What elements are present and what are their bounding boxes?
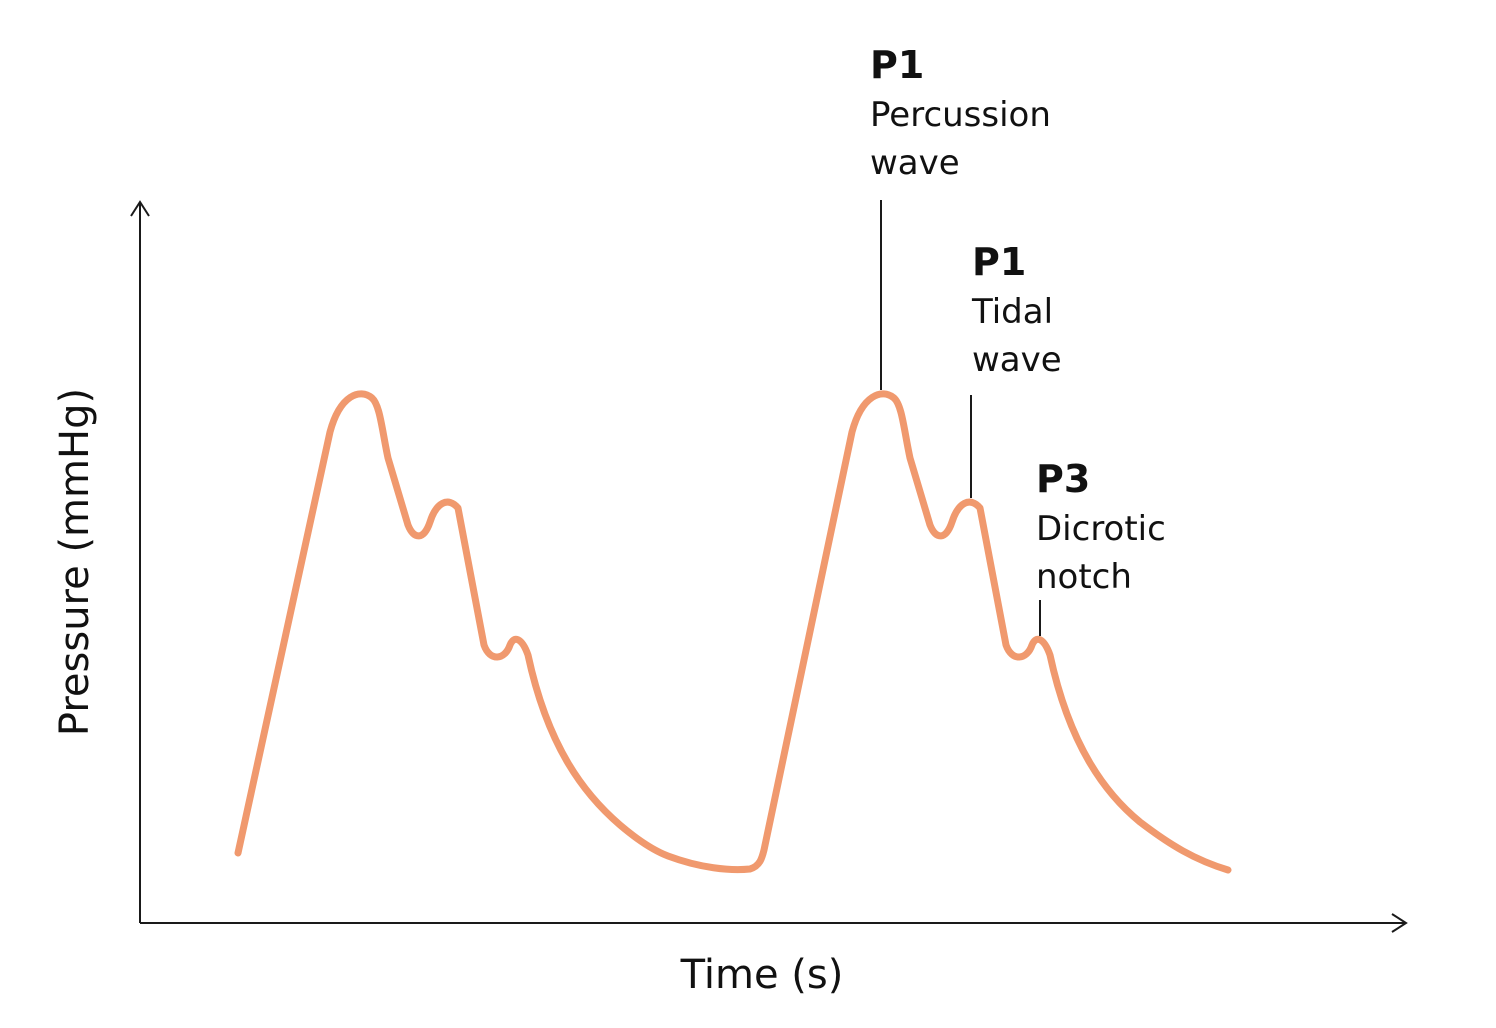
y-axis-arrowhead <box>130 200 150 217</box>
annotation-tidal-wave: P1 Tidal wave <box>970 240 1062 498</box>
annotation-title-tidal: P1 <box>972 240 1026 284</box>
annotation-dicrotic-notch: P3 Dicrotic notch <box>1036 457 1166 636</box>
annotation-text-tidal-line1: Tidal <box>971 292 1053 332</box>
annotation-text-dicrotic-line1: Dicrotic <box>1036 509 1166 549</box>
series-line-pressure <box>234 390 1232 874</box>
annotation-text-percussion-line1: Percussion <box>870 95 1051 135</box>
x-axis-arrowhead <box>1391 913 1408 933</box>
y-axis-label: Pressure (mmHg) <box>52 388 98 736</box>
annotation-text-dicrotic-line2: notch <box>1036 557 1132 597</box>
annotation-percussion-wave: P1 Percussion wave <box>870 43 1051 390</box>
annotation-title-dicrotic: P3 <box>1036 457 1090 501</box>
annotation-text-percussion-line2: wave <box>870 143 960 183</box>
x-axis-label: Time (s) <box>680 952 844 998</box>
annotation-title-percussion: P1 <box>870 43 924 87</box>
annotation-text-tidal-line2: wave <box>972 340 1062 380</box>
